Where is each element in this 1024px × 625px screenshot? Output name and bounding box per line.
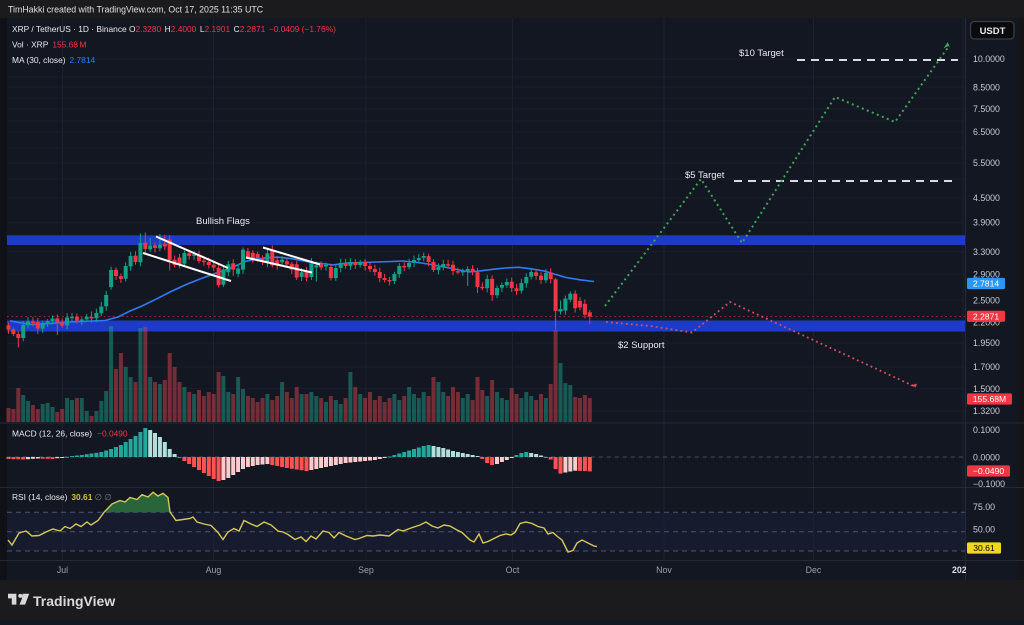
- svg-text:RSI (14, close)30.61 ∅ ∅: RSI (14, close) 30.61 ∅ ∅: [12, 492, 112, 502]
- svg-text:155.68M: 155.68M: [973, 394, 1006, 404]
- svg-text:75.00: 75.00: [973, 502, 995, 512]
- svg-text:TradingView: TradingView: [33, 593, 115, 609]
- svg-text:Bullish Flags: Bullish Flags: [196, 216, 250, 227]
- svg-text:Jul: Jul: [57, 565, 68, 575]
- svg-text:5.5000: 5.5000: [973, 158, 1000, 168]
- svg-text:Aug: Aug: [206, 565, 222, 575]
- svg-text:$2 Support: $2 Support: [618, 340, 665, 351]
- svg-text:USDT: USDT: [980, 26, 1006, 37]
- svg-text:$10 Target: $10 Target: [739, 48, 784, 59]
- svg-text:2.9000: 2.9000: [973, 270, 1000, 280]
- svg-text:2.5000: 2.5000: [973, 295, 1000, 305]
- svg-text:2.2871: 2.2871: [973, 312, 1000, 322]
- svg-text:0.1000: 0.1000: [973, 425, 1000, 435]
- svg-text:3.9000: 3.9000: [973, 218, 1000, 228]
- svg-text:3.3000: 3.3000: [973, 247, 1000, 257]
- svg-text:MA (30, close)2.7814: MA (30, close) 2.7814: [12, 55, 95, 65]
- svg-text:−0.0490: −0.0490: [973, 466, 1005, 476]
- svg-text:Sep: Sep: [358, 565, 374, 575]
- svg-text:1.7000: 1.7000: [973, 362, 1000, 372]
- svg-text:6.5000: 6.5000: [973, 127, 1000, 137]
- svg-text:8.5000: 8.5000: [973, 82, 1000, 92]
- svg-text:7.5000: 7.5000: [973, 104, 1000, 114]
- svg-text:2.2000: 2.2000: [973, 317, 1000, 327]
- svg-text:0.0000: 0.0000: [973, 453, 1000, 463]
- svg-text:TimHakki created with TradingV: TimHakki created with TradingView.com, O…: [8, 5, 264, 15]
- svg-text:4.5000: 4.5000: [973, 193, 1000, 203]
- svg-text:50.00: 50.00: [973, 525, 995, 535]
- svg-text:Oct: Oct: [506, 565, 520, 575]
- svg-text:$5 Target: $5 Target: [685, 170, 725, 181]
- svg-text:MACD (12, 26, close)−0.0490: MACD (12, 26, close) −0.0490: [12, 429, 128, 439]
- svg-text:XRP / TetherUS · 1D · Binance: XRP / TetherUS · 1D · Binance O2.3280 H2.…: [12, 24, 336, 34]
- svg-text:10.0000: 10.0000: [973, 54, 1005, 64]
- svg-text:Dec: Dec: [806, 565, 822, 575]
- svg-text:1.5000: 1.5000: [973, 384, 1000, 394]
- svg-text:Nov: Nov: [656, 565, 672, 575]
- svg-text:2026: 2026: [952, 565, 972, 575]
- svg-text:−0.1000: −0.1000: [973, 479, 1005, 489]
- svg-text:2.7814: 2.7814: [973, 279, 1000, 289]
- svg-text:30.61: 30.61: [973, 543, 995, 553]
- svg-text:1.9500: 1.9500: [973, 338, 1000, 348]
- svg-text:1.3200: 1.3200: [973, 406, 1000, 416]
